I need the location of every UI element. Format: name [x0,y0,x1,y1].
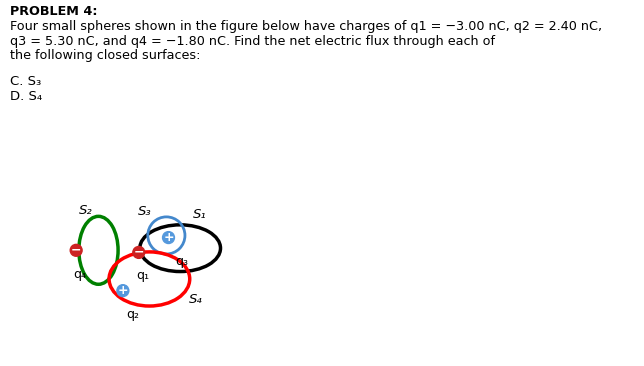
Text: +: + [163,231,174,244]
Text: S₂: S₂ [79,204,93,217]
Text: q₃: q₃ [175,255,188,268]
Text: −: − [71,244,81,257]
Text: q₄: q₄ [73,268,86,281]
Circle shape [117,285,129,296]
Text: C. S₃: C. S₃ [10,75,41,88]
Text: q₁: q₁ [137,269,149,283]
Text: +: + [118,284,128,297]
Text: Four small spheres shown in the figure below have charges of q1 = −3.00 nC, q2 =: Four small spheres shown in the figure b… [10,20,601,33]
Text: S₁: S₁ [193,208,207,221]
Text: PROBLEM 4:: PROBLEM 4: [10,5,97,19]
Circle shape [133,246,145,258]
Text: q₂: q₂ [126,307,139,321]
Circle shape [70,244,82,256]
Text: S₄: S₄ [189,292,202,306]
Text: S₃: S₃ [138,205,151,219]
Text: D. S₄: D. S₄ [10,90,42,103]
Circle shape [162,232,175,243]
Text: −: − [133,246,144,259]
Text: q3 = 5.30 nC, and q4 = −1.80 nC. Find the net electric flux through each of: q3 = 5.30 nC, and q4 = −1.80 nC. Find th… [10,35,495,48]
Text: the following closed surfaces:: the following closed surfaces: [10,49,200,63]
